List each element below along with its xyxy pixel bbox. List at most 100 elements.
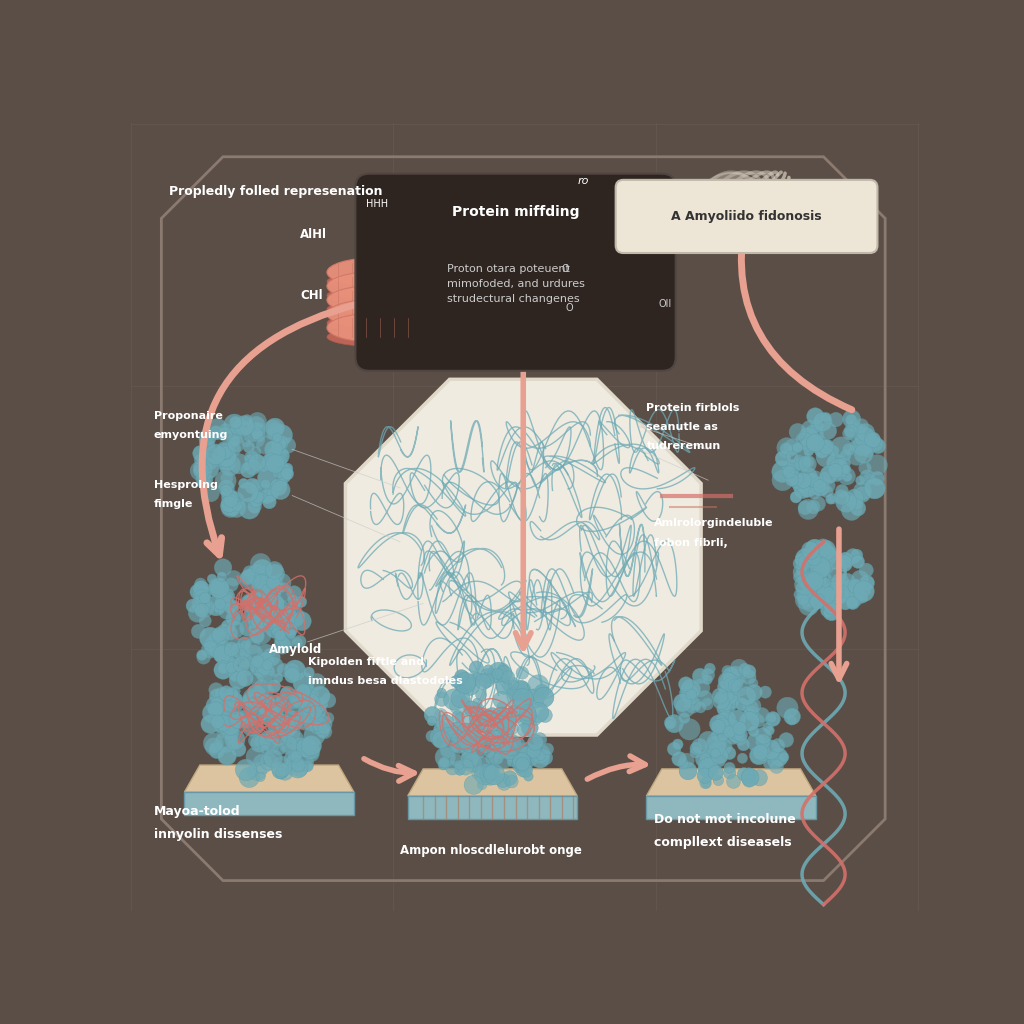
Circle shape	[236, 759, 257, 780]
Circle shape	[840, 450, 851, 461]
Circle shape	[209, 683, 223, 697]
Circle shape	[802, 542, 819, 559]
Circle shape	[230, 424, 241, 434]
Circle shape	[472, 698, 482, 708]
Circle shape	[867, 436, 883, 452]
Circle shape	[256, 483, 274, 503]
Circle shape	[281, 613, 295, 628]
Circle shape	[253, 656, 272, 677]
Circle shape	[262, 599, 275, 612]
Circle shape	[258, 703, 271, 716]
Circle shape	[248, 734, 262, 748]
Circle shape	[806, 500, 820, 514]
Circle shape	[300, 685, 318, 703]
Circle shape	[818, 481, 828, 492]
Circle shape	[232, 501, 243, 511]
Circle shape	[282, 742, 292, 753]
Circle shape	[191, 595, 211, 614]
Circle shape	[793, 558, 805, 569]
Circle shape	[450, 694, 471, 716]
Circle shape	[243, 693, 257, 708]
Circle shape	[218, 716, 236, 733]
Circle shape	[828, 413, 843, 427]
Circle shape	[839, 458, 851, 469]
Circle shape	[795, 590, 814, 609]
Circle shape	[213, 715, 232, 734]
Circle shape	[834, 466, 847, 480]
Circle shape	[518, 707, 537, 724]
Circle shape	[490, 735, 508, 753]
Circle shape	[197, 650, 211, 665]
Circle shape	[250, 479, 262, 493]
Circle shape	[733, 722, 746, 735]
Circle shape	[226, 621, 245, 638]
Circle shape	[767, 753, 783, 769]
Circle shape	[455, 681, 466, 692]
Circle shape	[809, 578, 822, 592]
Circle shape	[275, 454, 285, 464]
Circle shape	[251, 610, 272, 632]
Circle shape	[312, 721, 323, 731]
Circle shape	[263, 737, 280, 754]
Circle shape	[821, 439, 834, 453]
Circle shape	[686, 693, 698, 705]
Polygon shape	[184, 792, 354, 815]
Circle shape	[215, 595, 230, 610]
Circle shape	[209, 578, 229, 598]
Circle shape	[223, 692, 244, 713]
Circle shape	[819, 422, 837, 439]
Circle shape	[436, 715, 454, 732]
Circle shape	[457, 723, 475, 740]
Circle shape	[203, 474, 213, 484]
Circle shape	[301, 735, 322, 756]
Circle shape	[827, 494, 838, 504]
Circle shape	[256, 436, 274, 455]
Circle shape	[229, 672, 247, 689]
Circle shape	[450, 754, 463, 767]
Circle shape	[462, 737, 477, 753]
Circle shape	[786, 716, 797, 725]
Circle shape	[256, 772, 265, 781]
Circle shape	[251, 446, 261, 457]
Circle shape	[724, 762, 735, 773]
Circle shape	[718, 681, 728, 692]
Circle shape	[751, 714, 765, 727]
Circle shape	[455, 670, 468, 683]
Circle shape	[797, 593, 809, 606]
Circle shape	[777, 437, 797, 458]
Circle shape	[829, 459, 849, 478]
Circle shape	[701, 778, 711, 787]
Circle shape	[484, 748, 495, 759]
Circle shape	[698, 757, 712, 770]
Circle shape	[818, 598, 830, 609]
Circle shape	[516, 667, 528, 679]
Circle shape	[271, 573, 291, 593]
Circle shape	[843, 472, 852, 481]
Circle shape	[846, 415, 857, 426]
Circle shape	[237, 670, 253, 687]
Circle shape	[806, 555, 817, 566]
Circle shape	[215, 732, 236, 753]
Circle shape	[202, 484, 219, 502]
Circle shape	[440, 742, 457, 759]
Circle shape	[229, 609, 245, 625]
Circle shape	[684, 696, 701, 714]
Circle shape	[488, 750, 504, 765]
Circle shape	[197, 650, 207, 660]
Circle shape	[263, 578, 283, 597]
Circle shape	[469, 710, 488, 728]
Circle shape	[730, 726, 741, 737]
Circle shape	[247, 451, 258, 463]
Circle shape	[233, 416, 254, 436]
Circle shape	[304, 746, 319, 762]
Text: O: O	[562, 264, 569, 274]
Circle shape	[470, 734, 486, 750]
Circle shape	[243, 426, 259, 442]
Circle shape	[819, 472, 830, 482]
Circle shape	[313, 715, 332, 733]
Circle shape	[784, 439, 801, 456]
Circle shape	[770, 760, 783, 773]
Circle shape	[229, 711, 247, 729]
Circle shape	[218, 480, 234, 496]
Circle shape	[859, 575, 874, 590]
